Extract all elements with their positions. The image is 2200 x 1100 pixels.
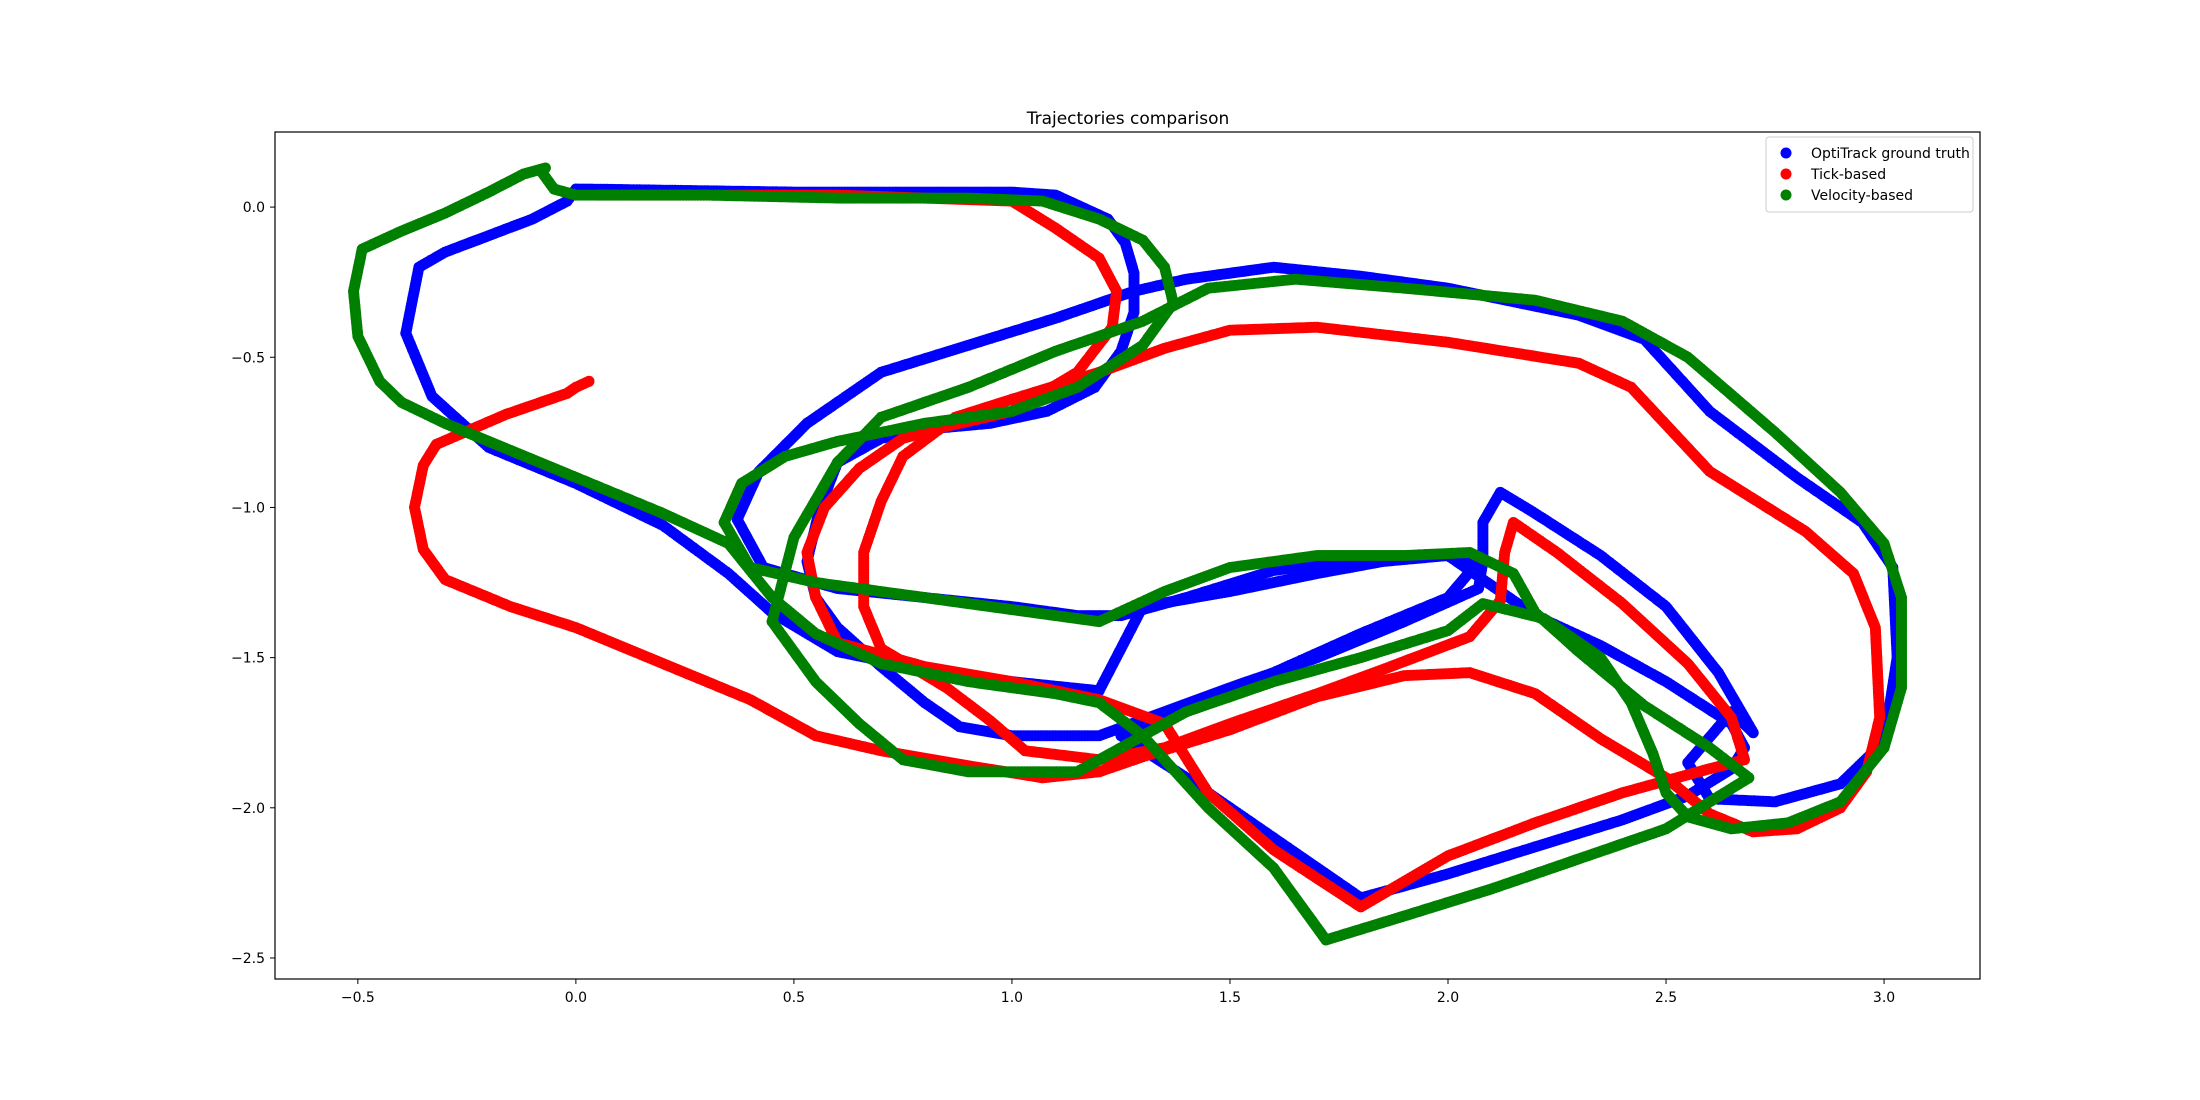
- series-layer: [348, 162, 1907, 946]
- chart-title: Trajectories comparison: [1026, 109, 1230, 129]
